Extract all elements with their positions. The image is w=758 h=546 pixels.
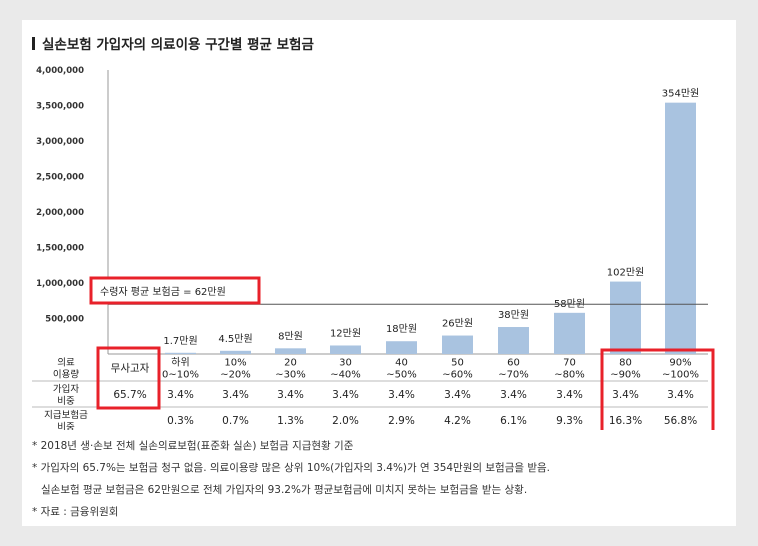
subscriber-share: 3.4% [500,389,527,401]
payout-share: 0.3% [167,415,194,427]
usage-range-label: 90% [669,358,691,369]
note-4: * 자료 : 금융위원회 [32,506,119,518]
usage-range-label: 하위 [171,356,189,369]
data-label: 18만원 [386,323,417,335]
no-claim-label: 무사고자 [111,363,150,375]
subscriber-share: 3.4% [667,389,694,401]
subscriber-share: 3.4% [277,389,304,401]
bar [610,281,641,354]
y-tick-label: 1,000,000 [36,279,84,289]
usage-range-label: ~90% [610,370,641,381]
usage-range-label: 60 [507,358,520,369]
subscriber-share: 3.4% [556,389,583,401]
y-tick-label: 500,000 [45,315,84,325]
bar [386,341,417,354]
bar [665,102,696,354]
usage-range-label: ~100% [662,370,699,381]
reference-line: 수령자 평균 보험금 = 62만원 [89,276,708,305]
payout-share: 2.0% [332,415,359,427]
payout-share: 16.3% [609,415,642,427]
usage-range-label: ~80% [554,370,585,381]
payout-share: 4.2% [444,415,471,427]
data-label: 38만원 [498,309,529,321]
y-axis: 500,000 1,000,000 1,500,000 2,000,000 2,500,… [36,66,708,355]
highlight-boxes [96,346,715,430]
y-tick-label: 3,500,000 [36,102,84,112]
note-3: 실손보험 평균 보험금은 62만원으로 전체 가입자의 93.2%가 평균보험금… [41,484,528,496]
bar [330,345,361,354]
payout-share: 1.3% [277,415,304,427]
row-header: 의료 [57,358,75,369]
usage-range-label: 0~10% [162,370,199,381]
payout-share: 9.3% [556,415,583,427]
y-tick-label: 2,500,000 [36,173,84,183]
data-label: 354만원 [662,88,700,100]
bar [220,350,251,354]
y-tick-label: 4,000,000 [36,66,84,76]
bar-chart: 500,000 1,000,000 1,500,000 2,000,000 2,500,… [32,66,715,430]
usage-range-label: 80 [619,358,632,369]
subscriber-share: 3.4% [167,389,194,401]
data-label: 8만원 [278,330,303,342]
payout-share: 6.1% [500,415,527,427]
subscriber-share: 3.4% [222,389,249,401]
data-label: 102만원 [607,267,645,279]
usage-range-label: ~70% [498,370,529,381]
row-header: 이용량 [53,369,79,381]
note-2: * 가입자의 65.7%는 보험금 청구 없음. 의료이용량 많은 상위 10%… [32,462,551,474]
payout-share: 56.8% [664,415,697,427]
usage-range-label: ~20% [220,370,251,381]
usage-range-label: 10% [224,358,246,369]
subscriber-share: 3.4% [332,389,359,401]
subscriber-share: 3.4% [444,389,471,401]
row-header: 비중 [57,422,75,430]
chart-title-text: 실손보험 가입자의 의료이용 구간별 평균 보험금 [42,37,314,53]
bar [275,348,306,354]
chart-title: 실손보험 가입자의 의료이용 구간별 평균 보험금 [32,33,314,53]
chart-card: 실손보험 가입자의 의료이용 구간별 평균 보험금 500,000 1,000,0… [22,20,736,526]
data-labels: 1.7만원 4.5만원 8만원 12만원 18만원26만원38만원58만원102만원35… [163,88,699,347]
y-tick-label: 1,500,000 [36,244,84,254]
usage-range-label: 50 [451,358,464,369]
data-label: 4.5만원 [218,333,252,345]
usage-range-label: ~50% [386,370,417,381]
usage-range-label: 20 [284,358,297,369]
usage-range-label: 30 [339,358,352,369]
subscriber-share: 3.4% [388,389,415,401]
bar [165,352,196,354]
bar [554,312,585,354]
note-1: * 2018년 생·손보 전체 실손의료보험(표준화 실손) 보험금 지급현황 … [32,440,354,452]
row-header: 지급보험금 [44,410,88,421]
usage-range-label: ~40% [330,370,361,381]
data-label: 12만원 [330,327,361,339]
row-header: 가입자 [53,383,79,395]
y-tick-label: 3,000,000 [36,137,84,147]
subscriber-share: 3.4% [612,389,639,401]
title-marker [32,37,35,50]
data-label: 26만원 [442,318,473,330]
usage-range-label: 40 [395,358,408,369]
data-table: 의료이용량가입자비중지급보험금비중무사고자65.7%하위0~10%3.4%0.3… [32,356,708,430]
average-label-box [89,276,261,305]
usage-range-label: ~30% [275,370,306,381]
bar [498,327,529,354]
average-label: 수령자 평균 보험금 = 62만원 [100,286,226,298]
row-header: 비중 [57,396,75,407]
payout-share: 0.7% [222,415,249,427]
y-tick-label: 2,000,000 [36,208,84,218]
usage-range-label: ~60% [442,370,473,381]
top-decile-highlight [600,348,715,430]
payout-share: 2.9% [388,415,415,427]
no-claim-share: 65.7% [113,389,146,401]
usage-range-label: 70 [563,358,576,369]
bars [165,102,696,354]
bar [442,335,473,354]
no-claim-highlight [96,346,161,410]
data-label: 1.7만원 [163,335,197,347]
